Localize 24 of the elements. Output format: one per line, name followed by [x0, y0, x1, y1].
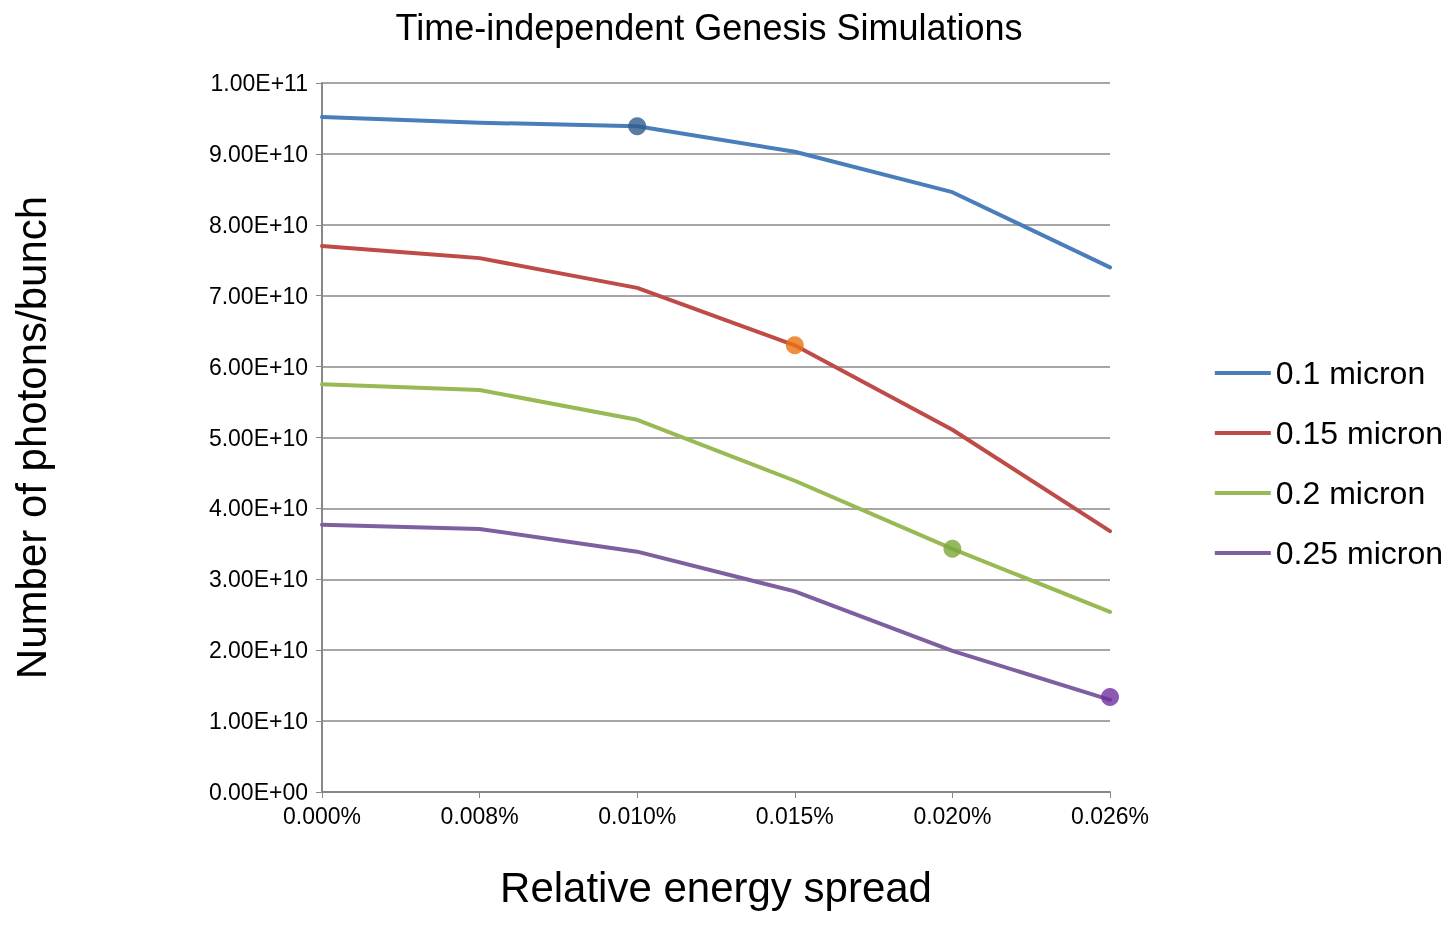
y-tick-label: 2.00E+10: [208, 637, 308, 664]
y-axis-title: Number of photons/bunch: [7, 195, 55, 680]
legend-label: 0.25 micron: [1275, 535, 1443, 571]
x-tick-label: 0.020%: [913, 802, 992, 829]
y-tick-label: 8.00E+10: [208, 211, 308, 238]
x-tick-label: 0.026%: [1070, 802, 1150, 829]
y-tick-label: 3.00E+10: [208, 566, 308, 593]
x-tick-label: 0.008%: [440, 802, 519, 829]
y-tick-label: 4.00E+10: [208, 495, 308, 522]
y-tick-label: 1.00E+10: [208, 708, 308, 735]
x-tick-label: 0.000%: [282, 802, 362, 829]
legend-label: 0.15 micron: [1275, 415, 1443, 451]
y-tick-label: 6.00E+10: [208, 353, 308, 380]
x-tick-label: 0.010%: [598, 802, 677, 829]
legend-label: 0.2 micron: [1275, 475, 1426, 511]
x-tick-label: 0.015%: [755, 802, 834, 829]
legend-label: 0.1 micron: [1275, 355, 1426, 391]
x-axis-title: Relative energy spread: [500, 863, 932, 911]
y-tick-label: 0.00E+00: [208, 779, 308, 805]
y-tick-label: 5.00E+10: [208, 424, 308, 451]
y-tick-label: 1.00E+11: [210, 70, 308, 96]
chart-title: Time-independent Genesis Simulations: [395, 6, 1023, 48]
y-tick-label: 7.00E+10: [208, 282, 308, 309]
y-tick-label: 9.00E+10: [208, 140, 308, 167]
